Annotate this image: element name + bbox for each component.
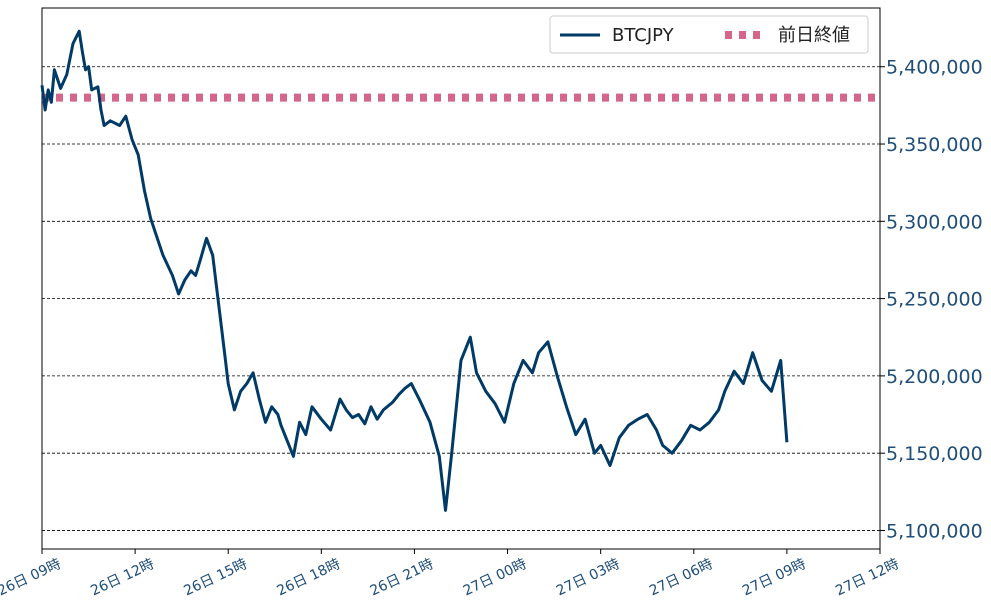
y-tick-label: 5,400,000 [886, 57, 983, 79]
x-tick-label: 27日 03時 [554, 556, 622, 599]
y-tick-label: 5,150,000 [886, 443, 983, 465]
x-tick-label: 27日 06時 [647, 556, 715, 599]
y-tick-label: 5,250,000 [886, 289, 983, 311]
plot-area [41, 7, 881, 550]
y-tick-label: 5,300,000 [886, 211, 983, 233]
y-axis: 5,100,000 5,150,000 5,200,000 5,250,000 5,30… [880, 57, 983, 542]
legend-label-previous-close: 前日終値 [778, 25, 850, 46]
x-tick-label: 26日 15時 [181, 556, 249, 599]
btcjpy-line [40, 29, 789, 512]
legend: BTCJPY 前日終値 [549, 15, 869, 54]
x-tick-label: 26日 21時 [368, 556, 436, 599]
x-tick-label: 27日 12時 [833, 556, 901, 599]
legend-box [549, 15, 869, 54]
x-axis: 26日 09時 26日 12時 26日 15時 26日 18時 26日 21時 27日 0… [0, 549, 902, 599]
x-tick-label: 26日 12時 [88, 556, 156, 599]
y-tick-label: 5,100,000 [886, 520, 983, 542]
x-tick-label: 27日 09時 [740, 556, 808, 599]
x-tick-label: 27日 00時 [461, 556, 529, 599]
x-tick-label: 26日 09時 [0, 556, 64, 599]
y-tick-label: 5,200,000 [886, 366, 983, 388]
x-tick-label: 26日 18時 [275, 556, 343, 599]
y-tick-label: 5,350,000 [886, 134, 983, 156]
legend-label-btcjpy: BTCJPY [612, 25, 675, 46]
